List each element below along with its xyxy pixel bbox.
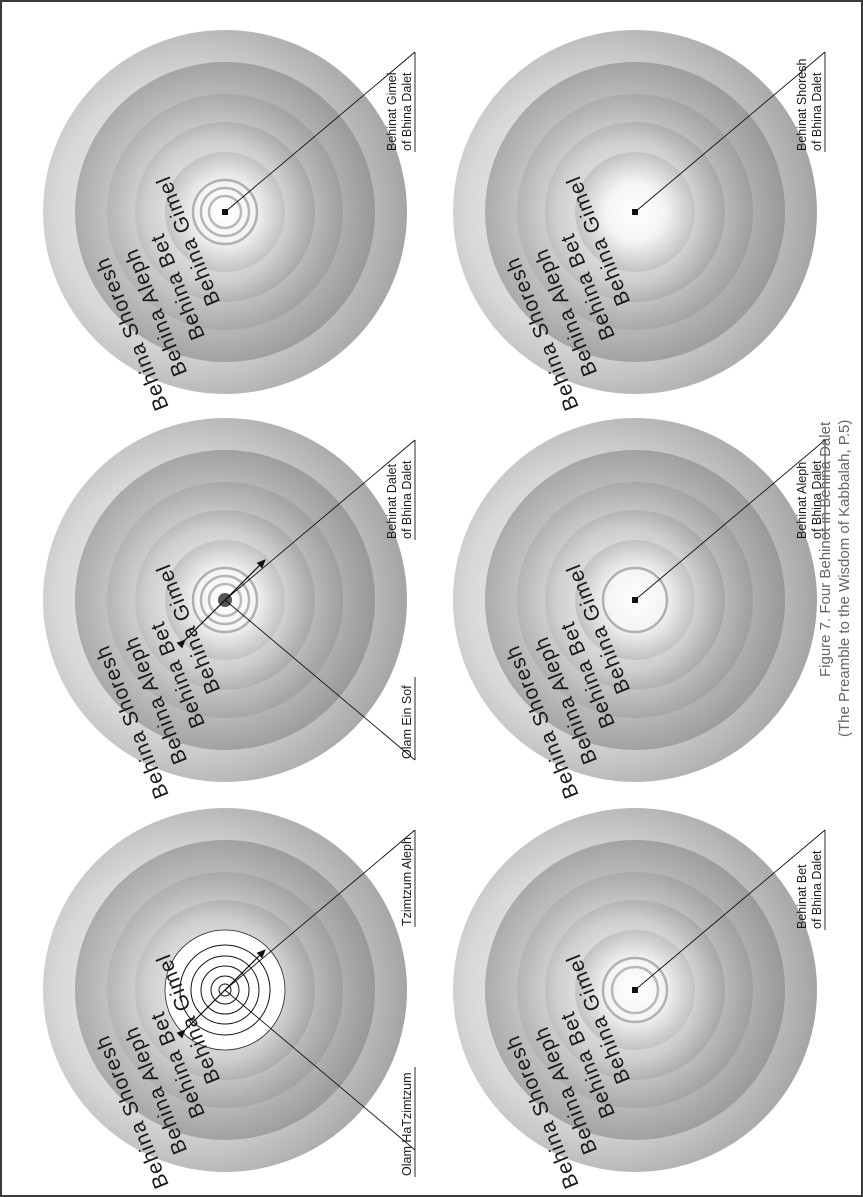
callout-6: Tzimtzum Aleph Olam HaTzimtzum (224, 829, 416, 1177)
callout-4: Behinat Gimel of Bhina Dalet (224, 51, 416, 213)
caption-line-1: Figure 7. Four Behinot in Behina Dalet (817, 421, 834, 677)
callout-3: Behinat Bet of Bhina Dalet (634, 829, 826, 991)
inner-ring (199, 186, 251, 238)
inner-ring (601, 956, 669, 1024)
callout-label: Behinat Dalet (385, 463, 399, 539)
callout-label: Behinat Shoresh (795, 59, 809, 151)
callout-5: Behinat Dalet of Bhina Dalet Olam Ein So… (224, 439, 416, 761)
callout-label: of Bhina Dalet (400, 72, 414, 151)
callout-label: Behinat Aleph (795, 462, 809, 539)
callout-label: of Bhina Dalet (810, 72, 824, 151)
inner-ring (601, 566, 669, 634)
callout-label: of Bhina Dalet (810, 850, 824, 929)
callout-extra: Olam Ein Sof (400, 685, 414, 759)
callout-label: Behinat Gimel (385, 72, 399, 151)
caption-line-2: (The Preamble to the Wisdom of Kabbalah,… (836, 420, 853, 737)
callout-1: Behinat Shoresh of Bhina Dalet (634, 51, 826, 213)
callout-label: of Bhina Dalet (400, 460, 414, 539)
inner-ring (207, 194, 243, 230)
callout-label: Behinat Bet (795, 864, 809, 929)
callout-2: Behinat Aleph of Bhina Dalet (634, 439, 826, 601)
callout-label: Tzimtzum Aleph (400, 837, 414, 926)
inner-ring (610, 965, 660, 1015)
inner-ring (191, 178, 259, 246)
callout-label: of Bhina Dalet (810, 460, 824, 539)
callout-extra: Olam HaTzimtzum (400, 1073, 414, 1176)
